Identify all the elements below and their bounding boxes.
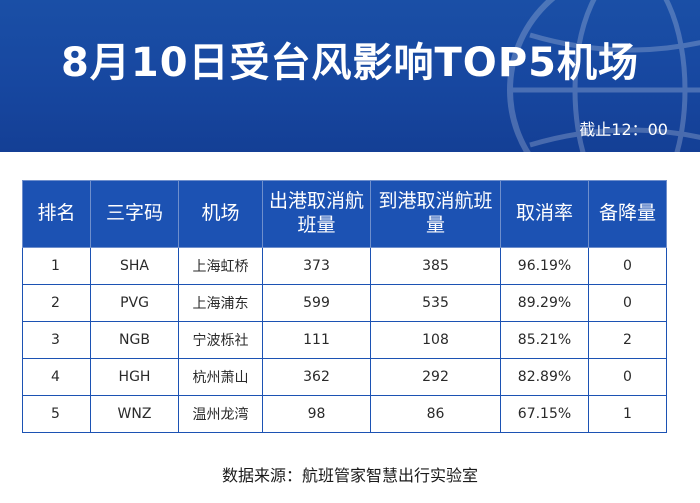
cell-diversions: 0 — [588, 247, 667, 285]
cell-cancel-rate: 96.19% — [500, 247, 589, 285]
cell-iata: PVG — [90, 284, 179, 322]
cell-arrival-cancel: 108 — [370, 321, 501, 359]
table-row: 3 NGB 宁波栎社 111 108 85.21% 2 — [22, 321, 667, 359]
cell-iata: NGB — [90, 321, 179, 359]
cell-departure-cancel: 98 — [262, 395, 371, 433]
cell-iata: HGH — [90, 358, 179, 396]
cell-rank: 2 — [22, 284, 91, 322]
col-header-iata: 三字码 — [90, 180, 179, 248]
cell-departure-cancel: 362 — [262, 358, 371, 396]
cell-arrival-cancel: 385 — [370, 247, 501, 285]
cutoff-time: 截止12：00 — [579, 120, 668, 139]
cell-rank: 3 — [22, 321, 91, 359]
col-header-rank: 排名 — [22, 180, 91, 248]
cell-diversions: 2 — [588, 321, 667, 359]
cell-rank: 5 — [22, 395, 91, 433]
col-header-arrival-cancel: 到港取消航班量 — [370, 180, 501, 248]
page-title: 8月10日受台风影响TOP5机场 — [61, 40, 639, 86]
col-header-diversions: 备降量 — [588, 180, 667, 248]
globe-icon — [507, 0, 700, 152]
title-banner: 8月10日受台风影响TOP5机场 截止12：00 — [0, 0, 700, 152]
cell-rank: 4 — [22, 358, 91, 396]
cell-cancel-rate: 89.29% — [500, 284, 589, 322]
cell-departure-cancel: 599 — [262, 284, 371, 322]
cell-diversions: 0 — [588, 358, 667, 396]
cell-diversions: 0 — [588, 284, 667, 322]
col-header-departure-cancel: 出港取消航班量 — [262, 180, 371, 248]
data-source: 数据来源：航班管家智慧出行实验室 — [221, 466, 478, 485]
col-header-airport: 机场 — [178, 180, 263, 248]
cell-arrival-cancel: 292 — [370, 358, 501, 396]
table-row: 5 WNZ 温州龙湾 98 86 67.15% 1 — [22, 395, 667, 433]
cell-arrival-cancel: 535 — [370, 284, 501, 322]
table-header-row: 排名 三字码 机场 出港取消航班量 到港取消航班量 取消率 备降量 — [22, 180, 667, 248]
cell-cancel-rate: 82.89% — [500, 358, 589, 396]
cell-cancel-rate: 85.21% — [500, 321, 589, 359]
cell-departure-cancel: 111 — [262, 321, 371, 359]
cell-airport: 杭州萧山 — [178, 358, 263, 396]
cell-arrival-cancel: 86 — [370, 395, 501, 433]
cell-airport: 上海浦东 — [178, 284, 263, 322]
table-row: 1 SHA 上海虹桥 373 385 96.19% 0 — [22, 247, 667, 285]
cell-departure-cancel: 373 — [262, 247, 371, 285]
table-row: 2 PVG 上海浦东 599 535 89.29% 0 — [22, 284, 667, 322]
cell-diversions: 1 — [588, 395, 667, 433]
cell-airport: 宁波栎社 — [178, 321, 263, 359]
airport-table: 排名 三字码 机场 出港取消航班量 到港取消航班量 取消率 备降量 1 SHA … — [22, 180, 667, 433]
cell-rank: 1 — [22, 247, 91, 285]
table-row: 4 HGH 杭州萧山 362 292 82.89% 0 — [22, 358, 667, 396]
col-header-cancel-rate: 取消率 — [500, 180, 589, 248]
cell-iata: WNZ — [90, 395, 179, 433]
cell-cancel-rate: 67.15% — [500, 395, 589, 433]
cell-airport: 上海虹桥 — [178, 247, 263, 285]
cell-iata: SHA — [90, 247, 179, 285]
cell-airport: 温州龙湾 — [178, 395, 263, 433]
